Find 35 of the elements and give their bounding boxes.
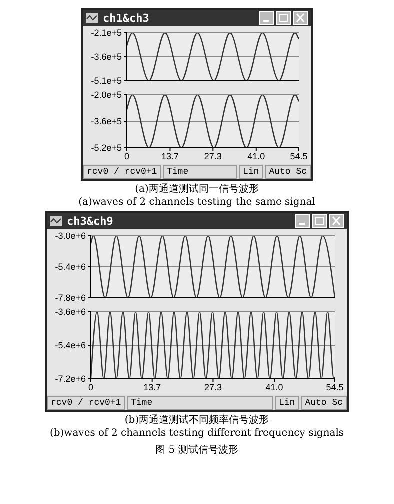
x-tick-label: 27.3 [204,151,222,162]
x-axis-title: Time [163,165,237,179]
text: Lin [238,165,264,179]
y-tick-label: -3.0e+6 [55,231,86,242]
x-axis-title: Time [127,396,273,410]
x-tick-label: 27.3 [204,382,222,392]
chart-title: ch3&ch9 [67,214,114,228]
y-tick-label: -5.2e+5 [91,143,122,154]
x-tick-label: 41.0 [248,151,266,162]
y-tick-label: -3.6e+6 [55,307,86,318]
text: rcv0 / rcv0+1 [47,396,125,410]
x-tick-label: 13.7 [161,151,179,162]
text: (b)waves of 2 channels testing different frequency signals [50,428,344,439]
x-tick-label: 13.7 [144,382,162,392]
text: Auto Sc [265,165,311,179]
y-tick-label: -5.1e+5 [91,76,122,86]
x-tick-label: 0 [124,151,130,162]
y-tick-label: -5.4e+6 [55,262,86,272]
caption: 图 5 测试信号波形 [156,444,238,457]
y-tick-label: -7.8e+6 [55,293,86,304]
text: (a)waves of 2 channels testing the same signal [78,197,316,208]
chart-title: ch1&ch3 [103,12,150,24]
y-tick-label: -5.4e+6 [55,340,86,351]
text: Lin [274,396,300,410]
x-tick-label: 41.0 [266,382,284,392]
text: Auto Sc [301,396,347,410]
x-tick-label: 0 [88,382,94,392]
y-tick-label: -2.0e+5 [91,90,122,100]
y-tick-label: -7.2e+6 [55,374,86,384]
text: (a)两通道测试同一信号波形 [135,182,259,196]
text: (b)两通道测试不同频率信号波形 [124,414,270,427]
y-tick-label: -3.6e+5 [91,116,122,127]
text: rcv0 / rcv0+1 [83,165,161,179]
y-tick-label: -2.1e+5 [91,28,122,38]
y-tick-label: -3.6e+5 [91,52,122,62]
